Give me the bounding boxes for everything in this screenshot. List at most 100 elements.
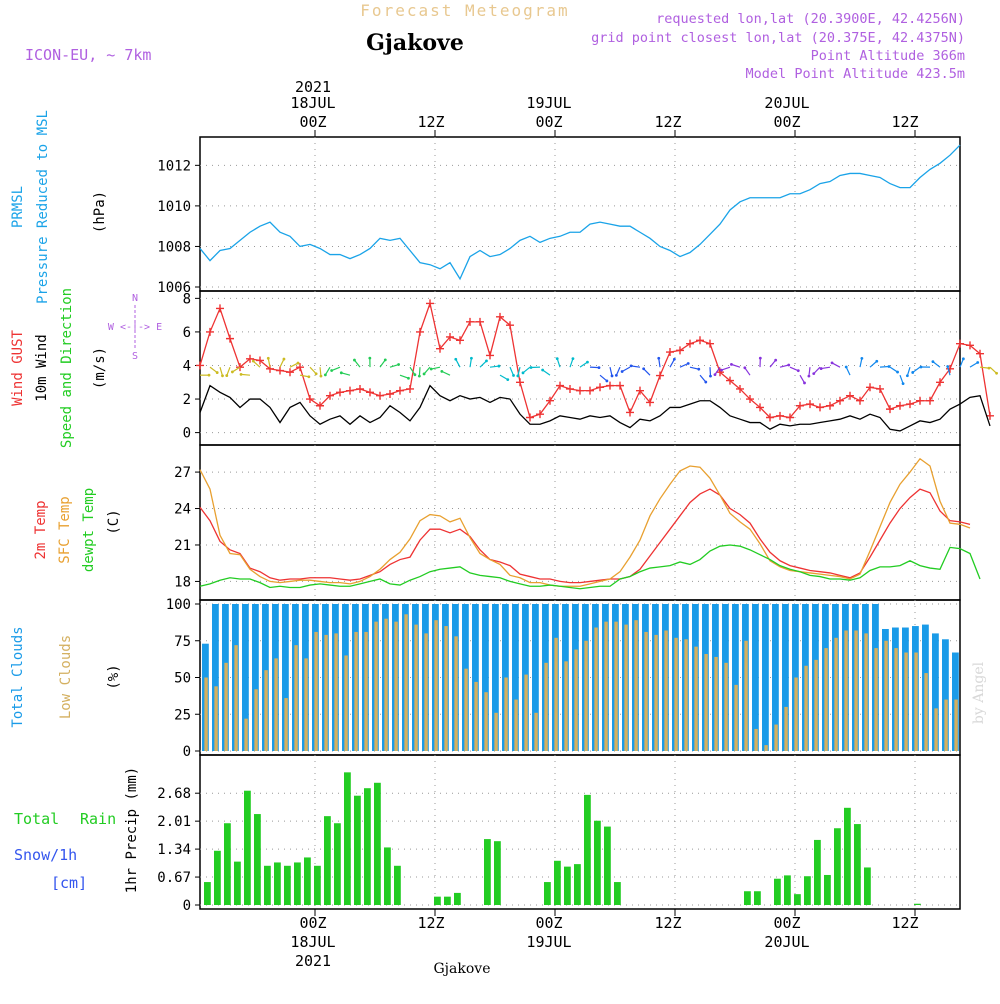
wind-arrow-head <box>485 360 488 363</box>
precip-bar <box>284 866 291 905</box>
bottom-tick-2: 12Z <box>417 914 444 932</box>
wind-arrow-head <box>506 378 509 381</box>
precip-bar <box>294 862 301 905</box>
gust-point <box>216 304 224 312</box>
wind-arrow-head <box>730 363 733 366</box>
top-tick-2: 12Z <box>417 113 444 131</box>
wind-arrow-head <box>962 357 965 360</box>
wind-10m-label: 10m Wind <box>34 334 50 401</box>
wind-arrow-head <box>687 362 690 365</box>
gust-point <box>416 328 424 336</box>
low-cloud-bar <box>354 632 357 751</box>
pressure-unit: (hPa) <box>92 191 108 233</box>
precip-bar <box>344 772 351 905</box>
precip-bar <box>304 857 311 905</box>
precip-bar <box>314 866 321 905</box>
wind-arrow-head <box>976 361 979 364</box>
bottom-tick-3: 00Z <box>535 914 562 932</box>
low-cloud-bar <box>874 648 877 751</box>
gust-point <box>586 387 594 395</box>
wind-arrow-head <box>231 371 234 374</box>
precip-bar <box>784 875 791 905</box>
wind-arrow-head <box>397 363 400 366</box>
temp-unit: (C) <box>106 509 122 534</box>
series-line-10m-wind <box>200 386 990 431</box>
gust-point <box>386 390 394 398</box>
low-cloud-bar <box>344 655 347 751</box>
low-cloud-bar <box>514 700 517 751</box>
y-tick-label: 75 <box>174 634 191 650</box>
y-tick-label: 27 <box>174 465 191 481</box>
wind-arrow-head <box>418 375 421 378</box>
gust-point <box>816 403 824 411</box>
compass-n: N <box>132 293 138 304</box>
series-line-wind-gust <box>200 303 990 417</box>
low-cloud-bar <box>724 663 727 751</box>
wind-arrow-head <box>743 366 746 369</box>
low-cloud-bar <box>564 661 567 751</box>
wind-arrow-head <box>911 371 914 374</box>
wind-arrow-head <box>522 371 525 374</box>
low-cloud-bar <box>264 670 267 751</box>
gust-point <box>686 340 694 348</box>
wind-arrow-head <box>440 370 443 373</box>
wind-arrow-head <box>605 380 608 383</box>
y-tick-label: 0 <box>183 744 191 760</box>
precip-rain-label: Rain <box>80 810 116 828</box>
panel-frame <box>200 137 960 291</box>
wind-arrow-head <box>470 357 473 360</box>
gust-point <box>456 336 464 344</box>
low-cloud-bar <box>534 713 537 751</box>
gust-point <box>336 388 344 396</box>
wind-arrow-head <box>896 371 899 374</box>
y-tick-label: 24 <box>174 502 191 518</box>
wind-arrow-head <box>657 357 660 360</box>
low-cloud-bar <box>474 682 477 751</box>
gust-point <box>466 318 474 326</box>
gust-point <box>606 382 614 390</box>
precip-bar <box>804 876 811 905</box>
wind-arrow-head <box>572 357 575 360</box>
gust-point <box>956 340 964 348</box>
y-tick-label: 6 <box>183 325 191 341</box>
low-cloud-bar <box>704 654 707 751</box>
gust-point <box>396 387 404 395</box>
bottom-year: 2021 <box>295 952 331 970</box>
wind-arrow-head <box>216 371 219 374</box>
clouds-total-label: Total Clouds <box>10 626 26 727</box>
low-cloud-bar <box>454 636 457 751</box>
wind-arrow-head <box>208 374 211 377</box>
low-cloud-bar <box>944 700 947 751</box>
wind-arrow-head <box>673 358 676 361</box>
gust-point <box>846 392 854 400</box>
low-cloud-bar <box>464 669 467 751</box>
wind-arrow-head <box>340 371 343 374</box>
low-cloud-bar <box>784 707 787 751</box>
top-tick-5: 00Z <box>773 113 800 131</box>
compass-s: S <box>132 351 138 362</box>
precip-bar <box>454 893 461 905</box>
clouds-unit: (%) <box>106 664 122 689</box>
gust-point <box>296 363 304 371</box>
wind-arrow-head <box>812 372 815 375</box>
wind-arrow-head <box>875 360 878 363</box>
precip-bar <box>234 862 241 905</box>
wind-arrow-head <box>704 381 707 384</box>
low-cloud-bar <box>614 622 617 751</box>
low-cloud-bar <box>694 647 697 751</box>
wind-arrow-head <box>995 372 998 375</box>
wind-arrow-head <box>860 357 863 360</box>
low-cloud-bar <box>504 678 507 752</box>
gust-point <box>596 383 604 391</box>
wind-arrow-head <box>946 365 949 368</box>
low-cloud-bar <box>604 622 607 751</box>
low-cloud-bar <box>684 639 687 751</box>
precip-bar <box>814 840 821 905</box>
low-cloud-bar <box>834 638 837 751</box>
precip-bar <box>774 879 781 905</box>
low-cloud-bar <box>664 630 667 751</box>
low-cloud-bar <box>434 620 437 751</box>
